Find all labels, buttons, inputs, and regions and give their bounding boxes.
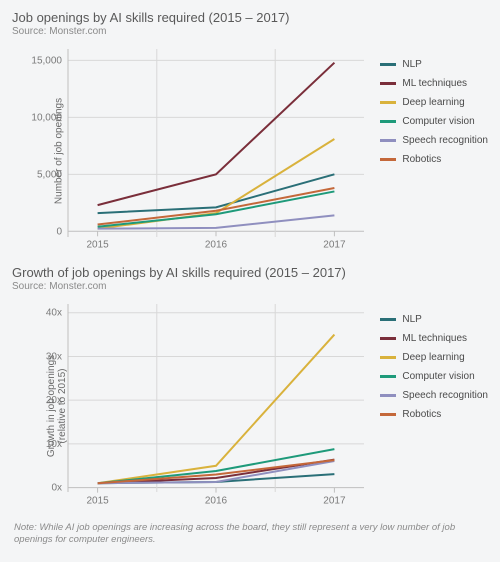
svg-text:0x: 0x xyxy=(51,483,62,494)
chart1-source: Source: Monster.com xyxy=(12,26,492,37)
legend-label: NLP xyxy=(402,314,421,325)
legend-item: Robotics xyxy=(380,409,488,420)
svg-text:0: 0 xyxy=(56,226,62,237)
svg-text:2016: 2016 xyxy=(205,239,228,250)
legend-swatch xyxy=(380,356,396,359)
legend-label: ML techniques xyxy=(402,78,467,89)
chart2-y-label-line1: Growth in job openings xyxy=(46,355,57,457)
legend-swatch xyxy=(380,120,396,123)
legend-item: NLP xyxy=(380,59,488,70)
legend-item: NLP xyxy=(380,314,488,325)
legend-swatch xyxy=(380,394,396,397)
svg-text:2017: 2017 xyxy=(323,496,346,507)
chart2-source: Source: Monster.com xyxy=(12,281,492,292)
chart1-legend: NLP ML techniques Deep learning Computer vi… xyxy=(380,59,488,173)
legend-swatch xyxy=(380,375,396,378)
legend-item: ML techniques xyxy=(380,333,488,344)
legend-label: Robotics xyxy=(402,409,441,420)
chart2-title: Growth of job openings by AI skills requ… xyxy=(12,265,492,280)
svg-text:2016: 2016 xyxy=(205,496,228,507)
legend-item: Speech recognition xyxy=(380,135,488,146)
legend-label: ML techniques xyxy=(402,333,467,344)
legend-swatch xyxy=(380,318,396,321)
svg-text:2015: 2015 xyxy=(86,496,109,507)
svg-text:40x: 40x xyxy=(46,308,62,319)
legend-swatch xyxy=(380,82,396,85)
footnote: Note: While AI job openings are increasi… xyxy=(14,522,488,546)
chart2-y-label-line2: (relative to 2015) xyxy=(57,368,68,443)
legend-swatch xyxy=(380,158,396,161)
legend-label: Computer vision xyxy=(402,116,474,127)
legend-item: Deep learning xyxy=(380,352,488,363)
chart2-block: Growth of job openings by AI skills requ… xyxy=(10,265,492,516)
legend-label: Computer vision xyxy=(402,371,474,382)
legend-label: NLP xyxy=(402,59,421,70)
legend-label: Robotics xyxy=(402,154,441,165)
page: Job openings by AI skills required (2015… xyxy=(0,0,500,562)
chart2-y-label: Growth in job openings (relative to 2015… xyxy=(46,355,68,457)
chart2-wrap: Growth in job openings (relative to 2015… xyxy=(10,296,492,516)
legend-swatch xyxy=(380,139,396,142)
legend-label: Speech recognition xyxy=(402,390,488,401)
legend-item: Speech recognition xyxy=(380,390,488,401)
legend-label: Speech recognition xyxy=(402,135,488,146)
chart2-legend: NLP ML techniques Deep learning Computer vi… xyxy=(380,314,488,428)
legend-swatch xyxy=(380,413,396,416)
legend-item: Robotics xyxy=(380,154,488,165)
legend-swatch xyxy=(380,337,396,340)
legend-label: Deep learning xyxy=(402,352,464,363)
legend-item: ML techniques xyxy=(380,78,488,89)
legend-swatch xyxy=(380,101,396,104)
legend-item: Deep learning xyxy=(380,97,488,108)
chart1-title: Job openings by AI skills required (2015… xyxy=(12,10,492,25)
svg-text:15,000: 15,000 xyxy=(31,55,62,66)
legend-label: Deep learning xyxy=(402,97,464,108)
legend-item: Computer vision xyxy=(380,371,488,382)
chart1-block: Job openings by AI skills required (2015… xyxy=(10,10,492,261)
legend-swatch xyxy=(380,63,396,66)
legend-item: Computer vision xyxy=(380,116,488,127)
svg-text:2015: 2015 xyxy=(86,239,109,250)
chart1-y-label: Number of job openings xyxy=(54,98,65,204)
chart1-wrap: Number of job openings 05,00010,00015,00… xyxy=(10,41,492,261)
svg-text:2017: 2017 xyxy=(323,239,346,250)
